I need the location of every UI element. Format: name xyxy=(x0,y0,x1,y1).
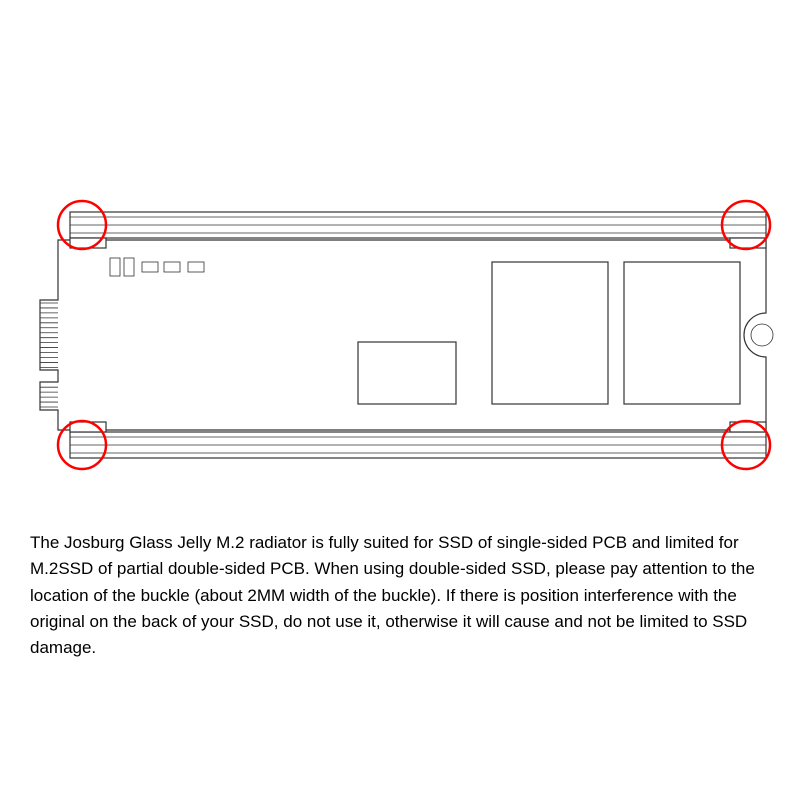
page-root: The Josburg Glass Jelly M.2 radiator is … xyxy=(0,0,800,800)
caption-text: The Josburg Glass Jelly M.2 radiator is … xyxy=(30,530,770,662)
ssd-diagram xyxy=(0,150,800,500)
ssd-diagram-svg xyxy=(0,150,800,500)
